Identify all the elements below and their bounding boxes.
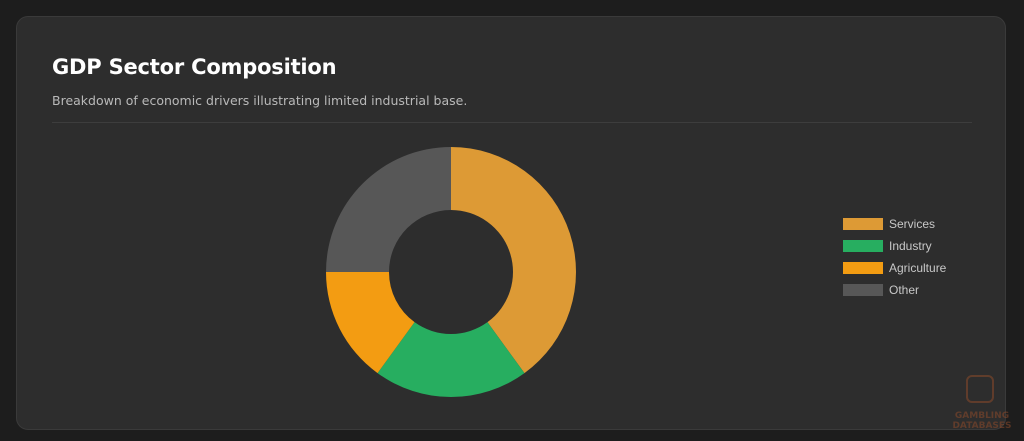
legend-label: Agriculture xyxy=(889,261,947,275)
chart-legend: Services Industry Agriculture Other xyxy=(843,213,946,301)
donut-slice-industry[interactable] xyxy=(377,322,525,398)
watermark-icon xyxy=(966,375,994,403)
chart-subtitle: Breakdown of economic drivers illustrati… xyxy=(52,93,468,108)
donut-slice-agriculture[interactable] xyxy=(326,272,415,374)
legend-label: Services xyxy=(889,217,936,231)
legend-item-other[interactable]: Other xyxy=(843,279,946,301)
watermark-line2: DATABASES xyxy=(952,421,1012,431)
legend-item-services[interactable]: Services xyxy=(843,213,946,235)
legend-swatch xyxy=(843,218,883,230)
watermark-logo: GAMBLING DATABASES xyxy=(952,375,1012,437)
legend-swatch xyxy=(843,240,883,252)
donut-slice-other[interactable] xyxy=(326,147,451,272)
legend-swatch xyxy=(843,262,883,274)
title-divider xyxy=(52,122,972,123)
legend-label: Other xyxy=(889,283,920,297)
legend-label: Industry xyxy=(889,239,932,253)
legend-swatch xyxy=(843,284,883,296)
legend-item-industry[interactable]: Industry xyxy=(843,235,946,257)
watermark-line1: GAMBLING xyxy=(954,411,1010,421)
legend-item-agriculture[interactable]: Agriculture xyxy=(843,257,946,279)
donut-slice-services[interactable] xyxy=(451,147,577,374)
chart-title: GDP Sector Composition xyxy=(52,55,337,79)
